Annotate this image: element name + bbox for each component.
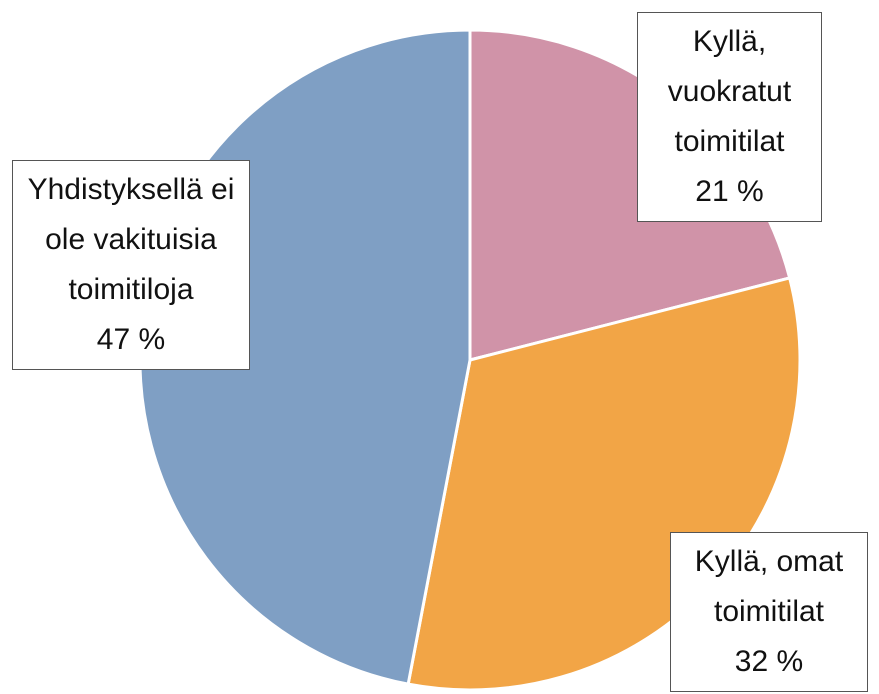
slice-label: Yhdistyksellä ei ole vakituisia toimitil… xyxy=(12,160,250,370)
value-label: 21 % xyxy=(695,175,764,208)
slice-label: Kyllä, omat toimitilat 32 % xyxy=(670,532,868,692)
slice-label: Kyllä, vuokratut toimitilat 21 % xyxy=(637,12,822,222)
value-label: 32 % xyxy=(734,645,804,678)
category-label: Kyllä, omat toimitilat xyxy=(694,545,844,628)
value-label: 47 % xyxy=(96,323,166,356)
category-label: Kyllä, vuokratut toimitilat xyxy=(667,25,792,158)
category-label: Yhdistyksellä ei ole vakituisia toimitil… xyxy=(27,173,235,306)
